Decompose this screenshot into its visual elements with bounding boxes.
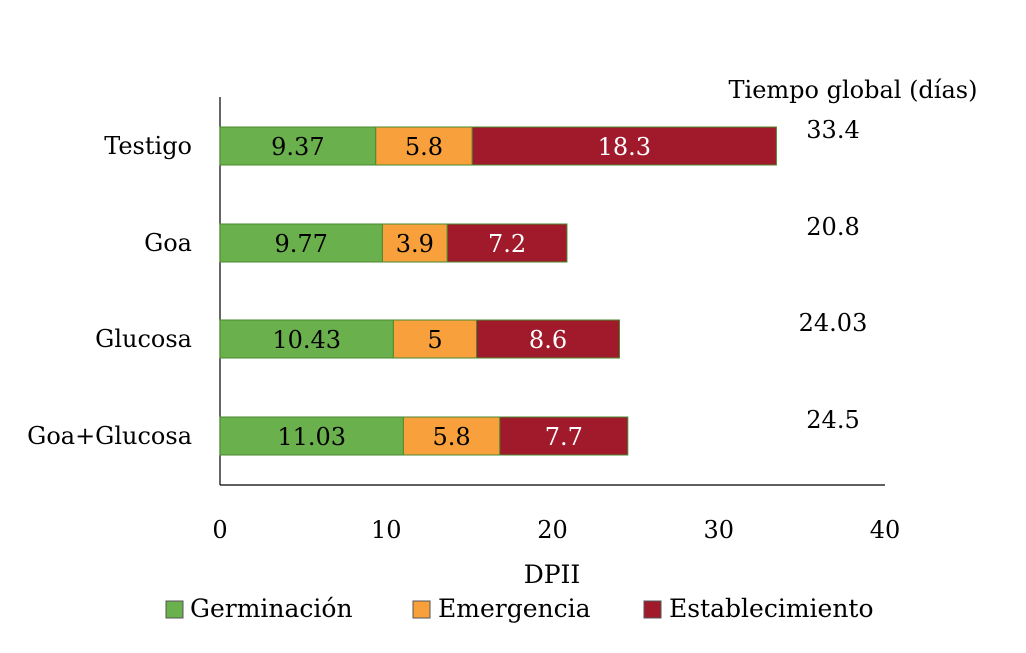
data-label: 7.7	[545, 423, 583, 451]
bar-segment-emergencia	[402, 416, 501, 456]
x-axis-label: DPII	[524, 560, 581, 589]
data-label: 11.03	[277, 423, 346, 451]
data-label: 9.37	[271, 133, 324, 161]
total-value: 20.8	[806, 213, 859, 241]
category-label: Testigo	[104, 132, 192, 160]
bar-segment-emergencia	[375, 126, 473, 166]
bar-segment-germinación	[219, 126, 377, 166]
x-tick-labels: 0 10 20 30 40	[212, 516, 900, 544]
total-value: 33.4	[806, 116, 859, 144]
data-label: 5	[427, 326, 442, 354]
bar-segment-establecimiento	[476, 319, 620, 359]
data-label: 8.6	[529, 326, 567, 354]
x-tick-label: 10	[371, 516, 402, 544]
legend-label: Germinación	[190, 594, 353, 623]
bars: 9.37 5.8 18.3 9.77 3.9 7.2 10.43 5 8.6 11.03 5.8 7.…	[219, 126, 777, 456]
data-label: 5.8	[433, 423, 471, 451]
data-label: 7.2	[488, 230, 526, 258]
x-tick-label: 0	[212, 516, 227, 544]
total-value: 24.03	[799, 309, 868, 337]
data-label: 3.9	[396, 230, 434, 258]
category-label: Goa+Glucosa	[27, 422, 192, 450]
legend-swatch-emergencia	[412, 600, 431, 619]
total-value: 24.5	[806, 406, 859, 434]
x-tick-label: 40	[870, 516, 901, 544]
data-label: 10.43	[272, 326, 341, 354]
legend: Germinación Emergencia Establecimiento	[165, 594, 874, 623]
x-tick-label: 30	[703, 516, 734, 544]
totals-header: Tiempo global (días)	[729, 76, 978, 104]
category-labels: Testigo Goa Glucosa Goa+Glucosa	[27, 132, 192, 450]
data-label: 9.77	[274, 230, 327, 258]
bar-segment-establecimiento	[471, 126, 777, 166]
bar-segment-establecimiento	[446, 223, 568, 263]
category-label: Goa	[144, 229, 192, 257]
bar-segment-germinación	[219, 319, 394, 359]
totals-column: Tiempo global (días) 33.4 20.8 24.03 24.5	[729, 76, 978, 434]
bar-segment-germinación	[219, 223, 383, 263]
data-label: 5.8	[405, 133, 443, 161]
x-tick-label: 20	[537, 516, 568, 544]
category-label: Glucosa	[95, 325, 192, 353]
legend-label: Establecimiento	[669, 594, 874, 623]
legend-swatch-establecimiento	[643, 600, 662, 619]
bar-segment-establecimiento	[499, 416, 629, 456]
bar-segment-emergencia	[392, 319, 478, 359]
legend-swatch-germinación	[165, 600, 184, 619]
data-label: 18.3	[598, 133, 651, 161]
legend-label: Emergencia	[438, 594, 591, 623]
bar-segment-germinación	[219, 416, 404, 456]
